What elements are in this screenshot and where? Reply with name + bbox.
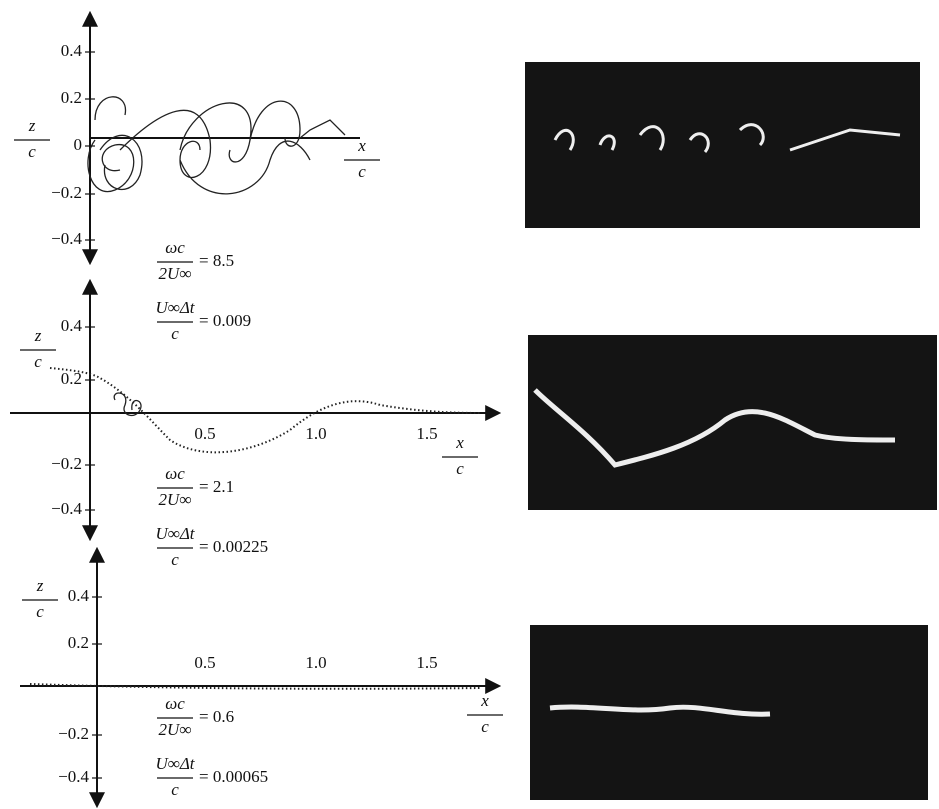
parameter-value: = 0.00225 bbox=[199, 537, 268, 556]
vortex-curves bbox=[87, 96, 346, 195]
parameter-numerator: ωc bbox=[165, 694, 185, 713]
y-tick-label: 0.2 bbox=[61, 369, 82, 388]
x-axis-label-numerator: x bbox=[455, 433, 464, 452]
photo bbox=[525, 62, 920, 228]
y-axis-label-denominator: c bbox=[36, 602, 44, 621]
parameter-numerator: U∞Δt bbox=[155, 298, 195, 317]
parameter-numerator: U∞Δt bbox=[155, 754, 195, 773]
x-tick-label: 1.5 bbox=[416, 653, 437, 672]
x-tick-label: 0.5 bbox=[194, 424, 215, 443]
y-tick-label: −0.4 bbox=[51, 499, 82, 518]
parameter-denominator: 2U∞ bbox=[159, 720, 192, 739]
y-axis-label-numerator: z bbox=[28, 116, 36, 135]
parameter-numerator: ωc bbox=[165, 238, 185, 257]
y-tick-label: 0.2 bbox=[68, 633, 89, 652]
parameter-value: = 2.1 bbox=[199, 477, 234, 496]
parameter-numerator: ωc bbox=[165, 464, 185, 483]
y-axis-label-numerator: z bbox=[36, 576, 44, 595]
vortex-curves bbox=[113, 392, 142, 417]
y-tick-label: −0.2 bbox=[58, 724, 89, 743]
y-tick-label: 0.4 bbox=[61, 41, 83, 60]
parameter-value: = 0.009 bbox=[199, 311, 251, 330]
y-tick-label: −0.2 bbox=[51, 454, 82, 473]
parameter-denominator: 2U∞ bbox=[159, 490, 192, 509]
x-tick-label: 0.5 bbox=[194, 653, 215, 672]
parameter-denominator: 2U∞ bbox=[159, 264, 192, 283]
x-axis-label-numerator: x bbox=[480, 691, 489, 710]
y-tick-label: −0.2 bbox=[51, 183, 82, 202]
parameter-denominator: c bbox=[171, 550, 179, 569]
y-tick-label: −0.4 bbox=[58, 767, 89, 786]
photo bbox=[530, 625, 928, 800]
photo bbox=[528, 335, 937, 510]
x-axis-label-denominator: c bbox=[358, 162, 366, 181]
y-axis-label-denominator: c bbox=[34, 352, 42, 371]
x-axis-label-denominator: c bbox=[456, 459, 464, 478]
parameter-value: = 0.6 bbox=[199, 707, 234, 726]
parameter-value: = 0.00065 bbox=[199, 767, 268, 786]
y-tick-label: 0.4 bbox=[61, 316, 83, 335]
y-tick-label: 0 bbox=[74, 135, 83, 154]
parameter-numerator: U∞Δt bbox=[155, 524, 195, 543]
x-tick-label: 1.5 bbox=[416, 424, 437, 443]
x-tick-label: 1.0 bbox=[305, 424, 326, 443]
parameter-denominator: c bbox=[171, 324, 179, 343]
y-tick-label: 0.2 bbox=[61, 88, 82, 107]
y-axis-label-numerator: z bbox=[34, 326, 42, 345]
x-axis-label-numerator: x bbox=[357, 136, 366, 155]
x-tick-label: 1.0 bbox=[305, 653, 326, 672]
parameter-denominator: c bbox=[171, 780, 179, 799]
parameter-value: = 8.5 bbox=[199, 251, 234, 270]
x-axis-label-denominator: c bbox=[481, 717, 489, 736]
y-axis-label-denominator: c bbox=[28, 142, 36, 161]
y-tick-label: −0.4 bbox=[51, 229, 82, 248]
y-tick-label: 0.4 bbox=[68, 586, 90, 605]
